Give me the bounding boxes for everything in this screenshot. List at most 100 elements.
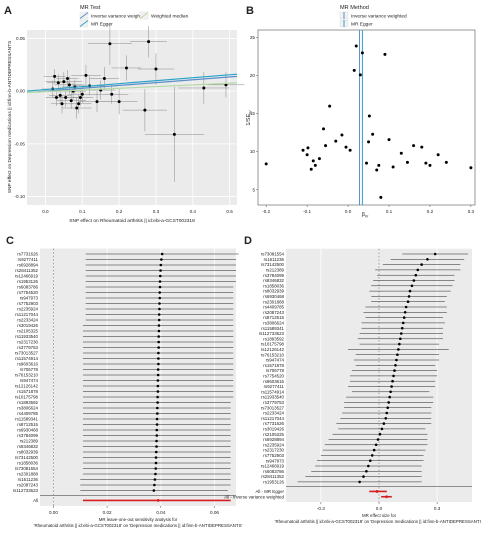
panel-c-row-point bbox=[157, 318, 161, 322]
panel-c-row-point bbox=[154, 461, 158, 465]
panel-c-row-label: rs947973 bbox=[20, 296, 39, 301]
panel-d-row-point bbox=[372, 448, 376, 452]
panel-label-a: A bbox=[4, 5, 12, 17]
panel-c-row-point bbox=[157, 324, 161, 327]
panel-a-xtick-label: 0.0 bbox=[42, 209, 49, 214]
panel-c-row-label: rs2105325 bbox=[17, 329, 38, 334]
panel-d-row-point bbox=[399, 332, 403, 335]
panel-a-point bbox=[202, 86, 206, 90]
panel-c-row-point bbox=[155, 434, 159, 437]
panel-c-summary-label: All bbox=[33, 498, 38, 503]
panel-a-point bbox=[54, 95, 58, 99]
panel-b-point bbox=[383, 52, 387, 56]
panel-b-point bbox=[305, 153, 309, 157]
panel-a-point bbox=[58, 93, 62, 97]
panel-d-row-label: rs4409785 bbox=[263, 305, 284, 310]
panel-d-row-label: rs8712515 bbox=[263, 315, 284, 320]
panel-d-row-point bbox=[406, 300, 410, 304]
panel-d-row-label: rs1953126 bbox=[263, 480, 284, 485]
panel-b-point bbox=[322, 127, 326, 131]
panel-d-row-point bbox=[412, 279, 416, 282]
panel-d-row-point bbox=[410, 284, 414, 288]
panel-d-row-label: rs1858036 bbox=[263, 283, 284, 288]
panel-b-point bbox=[412, 144, 416, 148]
panel-b-point bbox=[420, 145, 424, 149]
panel-d-row-label: rs2301888 bbox=[263, 299, 284, 304]
panel-b-point bbox=[405, 160, 409, 164]
panel-d-row-label: rs11574914 bbox=[261, 389, 284, 394]
panel-c-row-label: rs7754520 bbox=[17, 290, 38, 295]
panel-c-row-label: rs6083786 bbox=[17, 285, 38, 290]
panel-d-xtick-label: 0.0 bbox=[376, 506, 383, 511]
panel-a-xtick-label: 0.5 bbox=[226, 209, 233, 214]
panel-d-row-label: rs112733623 bbox=[259, 331, 285, 336]
panel-d-row-label: rs3806624 bbox=[263, 321, 284, 326]
panel-b-ytick-label: 20 bbox=[250, 73, 256, 78]
panel-d-row-point bbox=[380, 427, 384, 431]
panel-c-row-label: rs2235924 bbox=[17, 307, 38, 312]
panel-a-xtick-label: 0.4 bbox=[190, 209, 197, 214]
panel-c-row-point bbox=[153, 478, 157, 481]
panel-d-row-label: rs73142500 bbox=[261, 262, 285, 267]
panel-c-row-point bbox=[157, 346, 160, 349]
panel-c-row-point bbox=[157, 362, 160, 366]
panel-d-row-point bbox=[401, 321, 405, 325]
panel-c-row-point bbox=[155, 423, 159, 426]
panel-a-point bbox=[110, 92, 114, 96]
panel-d-row-label: rs12126142 bbox=[261, 347, 285, 352]
panel-c-row-label: rs4409785 bbox=[17, 411, 38, 416]
panel-a-regression-line bbox=[26, 73, 238, 92]
panel-c-row-point bbox=[156, 395, 159, 399]
panel-d-row-point bbox=[399, 337, 402, 341]
panel-c-row-label: rs1858036 bbox=[17, 461, 38, 466]
panel-c-row-label: rs73081554 bbox=[15, 466, 39, 471]
panel-d-row-label: rs11589341 bbox=[261, 326, 284, 331]
panel-b-point bbox=[375, 168, 379, 172]
panel-c-row-point bbox=[154, 467, 158, 470]
panel-c-xtick-label: 0.00 bbox=[49, 510, 58, 515]
panel-c-summary-point bbox=[156, 499, 160, 502]
panel-d-row-point bbox=[397, 348, 400, 351]
panel-b-point bbox=[444, 160, 448, 164]
panel-c-row-label: rs28411352 bbox=[15, 268, 38, 273]
panel-d-row-label: rs3019426 bbox=[263, 427, 284, 432]
panel-d-row-label: rs7752903 bbox=[263, 453, 284, 458]
panel-c-row-point bbox=[157, 313, 161, 316]
panel-c-row-label: rs11589341 bbox=[15, 417, 38, 422]
panel-c-row-label: rs947474 bbox=[20, 378, 39, 383]
panel-b-point bbox=[387, 138, 391, 142]
panel-c-row-point bbox=[156, 401, 159, 404]
panel-a-point bbox=[143, 108, 147, 112]
panel-a-point bbox=[53, 74, 57, 78]
panel-c-row-label: rs6930468 bbox=[17, 428, 38, 433]
panel-d-row-label: rs6930468 bbox=[263, 294, 284, 299]
panel-d-row-point bbox=[382, 422, 386, 425]
panel-c-row-point bbox=[158, 285, 162, 289]
panel-b-point bbox=[367, 140, 371, 144]
panel-d-row-label: rs76153210 bbox=[261, 352, 285, 357]
panel-b-point bbox=[317, 157, 321, 161]
panel-a-ylabel: SNP effect on Depression medications || … bbox=[7, 41, 13, 193]
panel-c-row-point bbox=[157, 335, 160, 338]
panel-d-summary-label: All - Inverse variance weighted bbox=[224, 494, 284, 499]
panel-a-legend-label: Weighted median bbox=[151, 14, 189, 20]
panel-c-row-label: rs8712515 bbox=[17, 422, 38, 427]
panel-c-row-label: rs8032939 bbox=[17, 450, 38, 455]
panel-c-row-label: rs3784099 bbox=[17, 433, 38, 438]
panel-d-row-label: rs1611236 bbox=[264, 257, 285, 262]
panel-d-summary-point bbox=[385, 495, 388, 499]
panel-d-row-point bbox=[398, 342, 401, 346]
panel-label-b: B bbox=[246, 5, 254, 17]
panel-c-row-label: rs76153210 bbox=[15, 373, 39, 378]
panel-c-row-label: rs112733623 bbox=[13, 488, 39, 493]
panel-a-point bbox=[95, 100, 99, 104]
panel-c-row-label: rs11574914 bbox=[15, 356, 38, 361]
panel-d-summary-point bbox=[375, 490, 379, 493]
panel-d-row-label: rs10175798 bbox=[261, 342, 285, 347]
panel-c-row-point bbox=[154, 472, 157, 476]
panel-d-row-point bbox=[408, 289, 412, 293]
panel-d-row-label: rs73013527 bbox=[261, 405, 285, 410]
panel-d-row-label: rs2233424 bbox=[263, 411, 284, 416]
panel-d-row-point bbox=[386, 406, 390, 410]
panel-b-point bbox=[391, 165, 395, 169]
